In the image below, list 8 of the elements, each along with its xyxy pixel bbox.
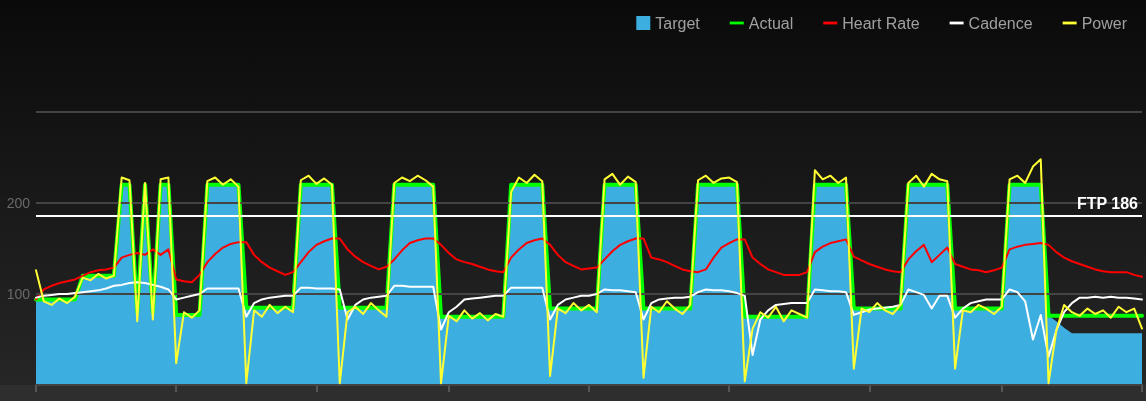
- legend-label: Target: [655, 14, 701, 32]
- y-tick-label: 200: [6, 195, 31, 211]
- legend-label: Power: [1081, 14, 1128, 32]
- legend-label: Actual: [748, 14, 794, 32]
- y-tick-label: 100: [6, 286, 31, 302]
- legend-label: Heart Rate: [842, 14, 920, 32]
- ref-line-label: FTP 186: [1076, 195, 1139, 213]
- legend-label: Cadence: [968, 14, 1033, 32]
